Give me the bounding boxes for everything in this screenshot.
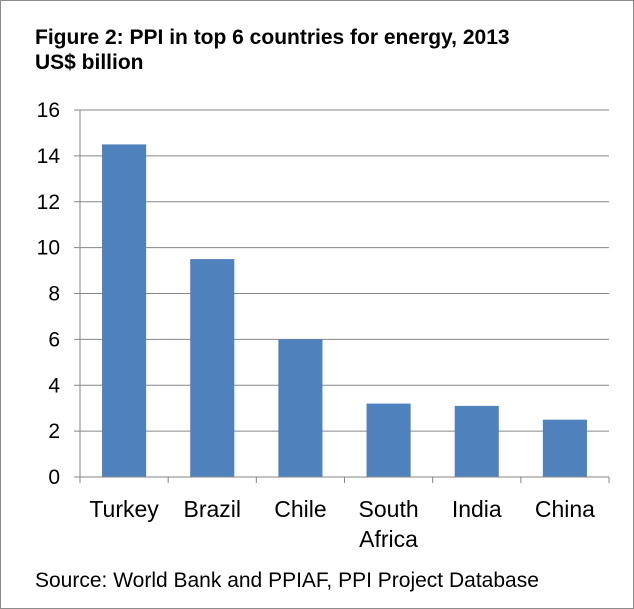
source-note: Source: World Bank and PPIAF, PPI Projec… <box>35 569 539 592</box>
y-tick-label: 10 <box>37 237 60 260</box>
x-tick-label: South Africa <box>359 496 419 552</box>
bar-brazil <box>190 259 235 477</box>
y-tick-label: 2 <box>48 420 60 443</box>
y-tick-label: 0 <box>48 466 60 489</box>
bar-india <box>454 405 499 477</box>
bar-china <box>542 419 587 477</box>
bar-chart: 0 2 4 6 8 10 12 14 16 Turkey Brazil Chile South Afric… <box>37 99 610 552</box>
x-tick-label: Turkey <box>89 496 159 522</box>
chart-title: Figure 2: PPI in top 6 countries for ene… <box>35 26 510 74</box>
x-tick-label: China <box>535 496 595 522</box>
y-tick-label: 4 <box>48 374 60 397</box>
y-tick-label: 6 <box>48 328 60 351</box>
bar-chile <box>278 339 323 477</box>
y-tick-label: 14 <box>37 145 61 168</box>
bar-turkey <box>102 144 147 477</box>
x-tick-label: India <box>452 496 502 522</box>
y-tick-label: 16 <box>37 99 60 122</box>
bar-south-africa <box>366 403 411 477</box>
y-tick-label: 12 <box>37 191 60 214</box>
y-tick-label: 8 <box>48 283 60 306</box>
x-tick-label: Chile <box>274 496 326 522</box>
title-box: Figure 2: PPI in top 6 countries for ene… <box>1 1 633 96</box>
x-tick-label: Brazil <box>183 496 241 522</box>
